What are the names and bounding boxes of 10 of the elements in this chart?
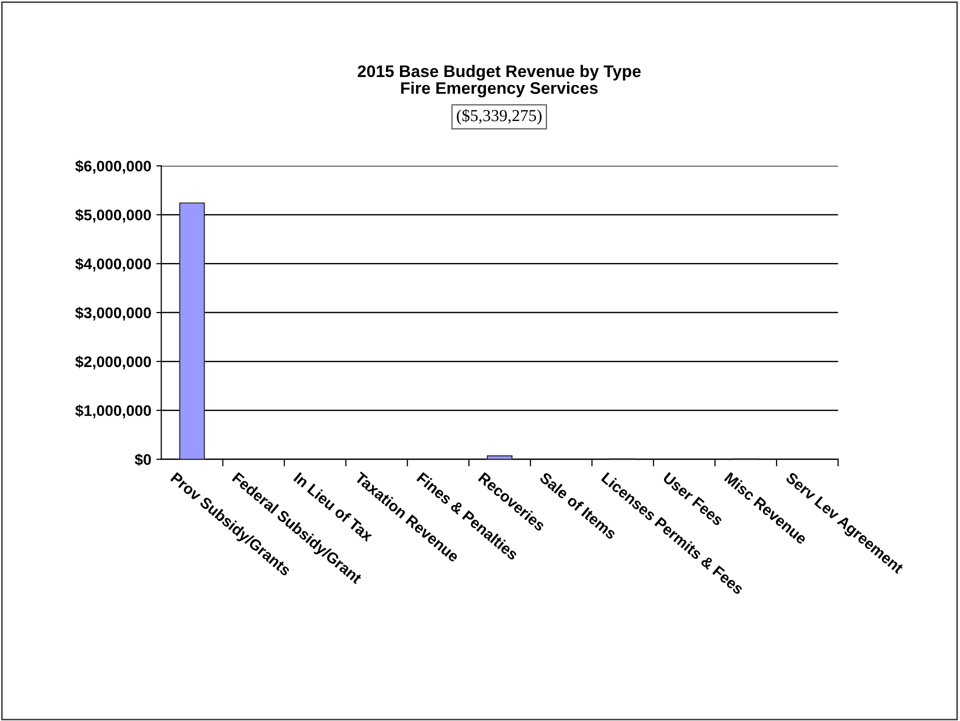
y-tick-label: $4,000,000: [75, 258, 151, 272]
y-tick-label: $2,000,000: [75, 356, 151, 370]
y-tick-label: $3,000,000: [75, 306, 151, 320]
chart-title: 2015 Base Budget Revenue by Type Fire Emergency Services: [358, 64, 641, 98]
y-tick-label: $0: [134, 453, 151, 466]
chart-subtitle: ($5,339,275): [456, 108, 542, 125]
y-tick-label: $6,000,000: [75, 160, 151, 174]
y-tick-label: $5,000,000: [75, 208, 151, 223]
bar: [179, 202, 205, 460]
y-tick-label: $1,000,000: [75, 404, 151, 418]
